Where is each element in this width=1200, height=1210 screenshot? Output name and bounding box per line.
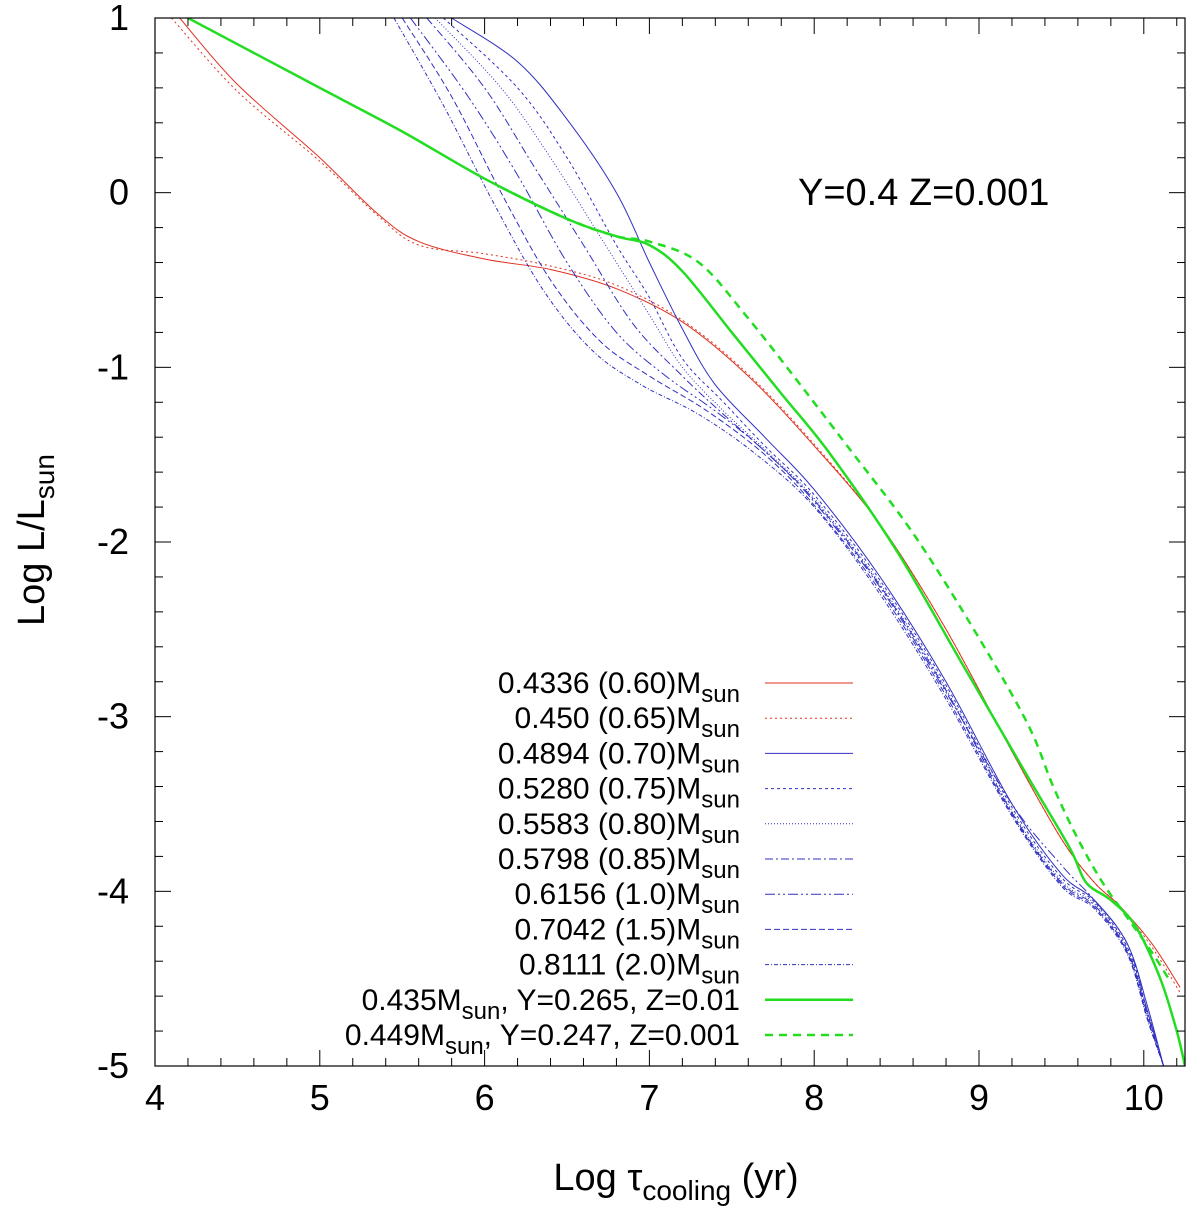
legend-label-sub: sun <box>701 822 740 849</box>
x-tick-label: 8 <box>804 1077 824 1118</box>
series-line-3 <box>451 18 1165 1066</box>
legend-label-8: 0.7042 (1.5)Msun <box>515 913 740 954</box>
legend-label-main: 0.450 (0.65)M <box>515 702 702 735</box>
x-axis-title-sub: cooling <box>642 1175 731 1206</box>
x-tick-label: 4 <box>145 1077 165 1118</box>
x-tick-label: 5 <box>310 1077 330 1118</box>
series-line-4 <box>443 18 1165 1066</box>
legend-label-tail: , Y=0.247, Z=0.001 <box>484 1019 740 1052</box>
y-tick-label: -1 <box>97 346 129 387</box>
legend-label-sub: sun <box>462 998 501 1025</box>
legend-label-main: 0.449M <box>345 1019 445 1052</box>
legend-label-main: 0.5583 (0.80)M <box>498 808 701 841</box>
legend-label-main: 0.8111 (2.0)M <box>519 949 701 982</box>
series-layer <box>171 18 1185 1066</box>
x-tick-label: 6 <box>475 1077 495 1118</box>
series-line-6 <box>426 18 1165 1066</box>
legend-label-2: 0.450 (0.65)Msun <box>515 702 740 743</box>
legend-label-sub: sun <box>701 716 740 743</box>
legend-label-main: 0.4894 (0.70)M <box>498 737 701 770</box>
series-line-9 <box>393 18 1165 1066</box>
y-tick-label: -4 <box>97 870 129 911</box>
x-axis-title-main: Log <box>553 1157 627 1199</box>
legend-label-main: 0.4336 (0.60)M <box>498 667 701 700</box>
legend-label-sub: sun <box>701 787 740 814</box>
y-axis-title-main: Log L/L <box>11 499 53 626</box>
legend-label-6: 0.5798 (0.85)Msun <box>498 843 740 884</box>
x-axis-title-greek: τ <box>627 1157 642 1199</box>
series-line-10 <box>187 18 1185 1066</box>
legend-label-4: 0.5280 (0.75)Msun <box>498 773 740 814</box>
x-tick-label: 7 <box>639 1077 659 1118</box>
series-line-2 <box>171 18 1181 993</box>
y-tick-label: 1 <box>109 0 129 38</box>
legend-label-sub: sun <box>701 751 740 778</box>
legend-label-main: 0.5280 (0.75)M <box>498 773 701 806</box>
legend-label-main: 0.6156 (1.0)M <box>515 878 702 911</box>
series-line-11 <box>500 186 1170 980</box>
y-axis-title-sub: sun <box>29 454 60 499</box>
y-tick-label: -5 <box>97 1045 129 1086</box>
legend-label-10: 0.435Msun, Y=0.265, Z=0.01 <box>362 984 740 1025</box>
legend-label-sub: sun <box>701 857 740 884</box>
y-axis-title: Log L/Lsun <box>11 454 60 626</box>
y-tick-label: -2 <box>97 521 129 562</box>
legend-label-7: 0.6156 (1.0)Msun <box>515 878 740 919</box>
legend-label-sub: sun <box>701 927 740 954</box>
series-line-8 <box>401 18 1165 1066</box>
y-tick-label: -3 <box>97 696 129 737</box>
y-tick-label: 0 <box>109 172 129 213</box>
legend-label-11: 0.449Msun, Y=0.247, Z=0.001 <box>345 1019 740 1060</box>
x-tick-label: 10 <box>1124 1077 1164 1118</box>
x-axis-title-tail: (yr) <box>731 1157 799 1199</box>
legend-label-5: 0.5583 (0.80)Msun <box>498 808 740 849</box>
x-axis-title: Log τcooling (yr) <box>553 1157 798 1206</box>
legend-label-tail: , Y=0.265, Z=0.01 <box>500 984 740 1017</box>
legend-label-sub: sun <box>445 1033 484 1060</box>
legend-label-1: 0.4336 (0.60)Msun <box>498 667 740 708</box>
legend-label-3: 0.4894 (0.70)Msun <box>498 737 740 778</box>
legend-label-9: 0.8111 (2.0)Msun <box>519 949 740 990</box>
legend-label-sub: sun <box>701 681 740 708</box>
legend-label-main: 0.7042 (1.5)M <box>515 913 702 946</box>
legend-label-sub: sun <box>701 892 740 919</box>
x-tick-label: 9 <box>969 1077 989 1118</box>
annotation: Y=0.4 Z=0.001 <box>798 172 1049 214</box>
legend-label-main: 0.5798 (0.85)M <box>498 843 701 876</box>
legend-label-main: 0.435M <box>362 984 462 1017</box>
legend-label-sub: sun <box>701 963 740 990</box>
